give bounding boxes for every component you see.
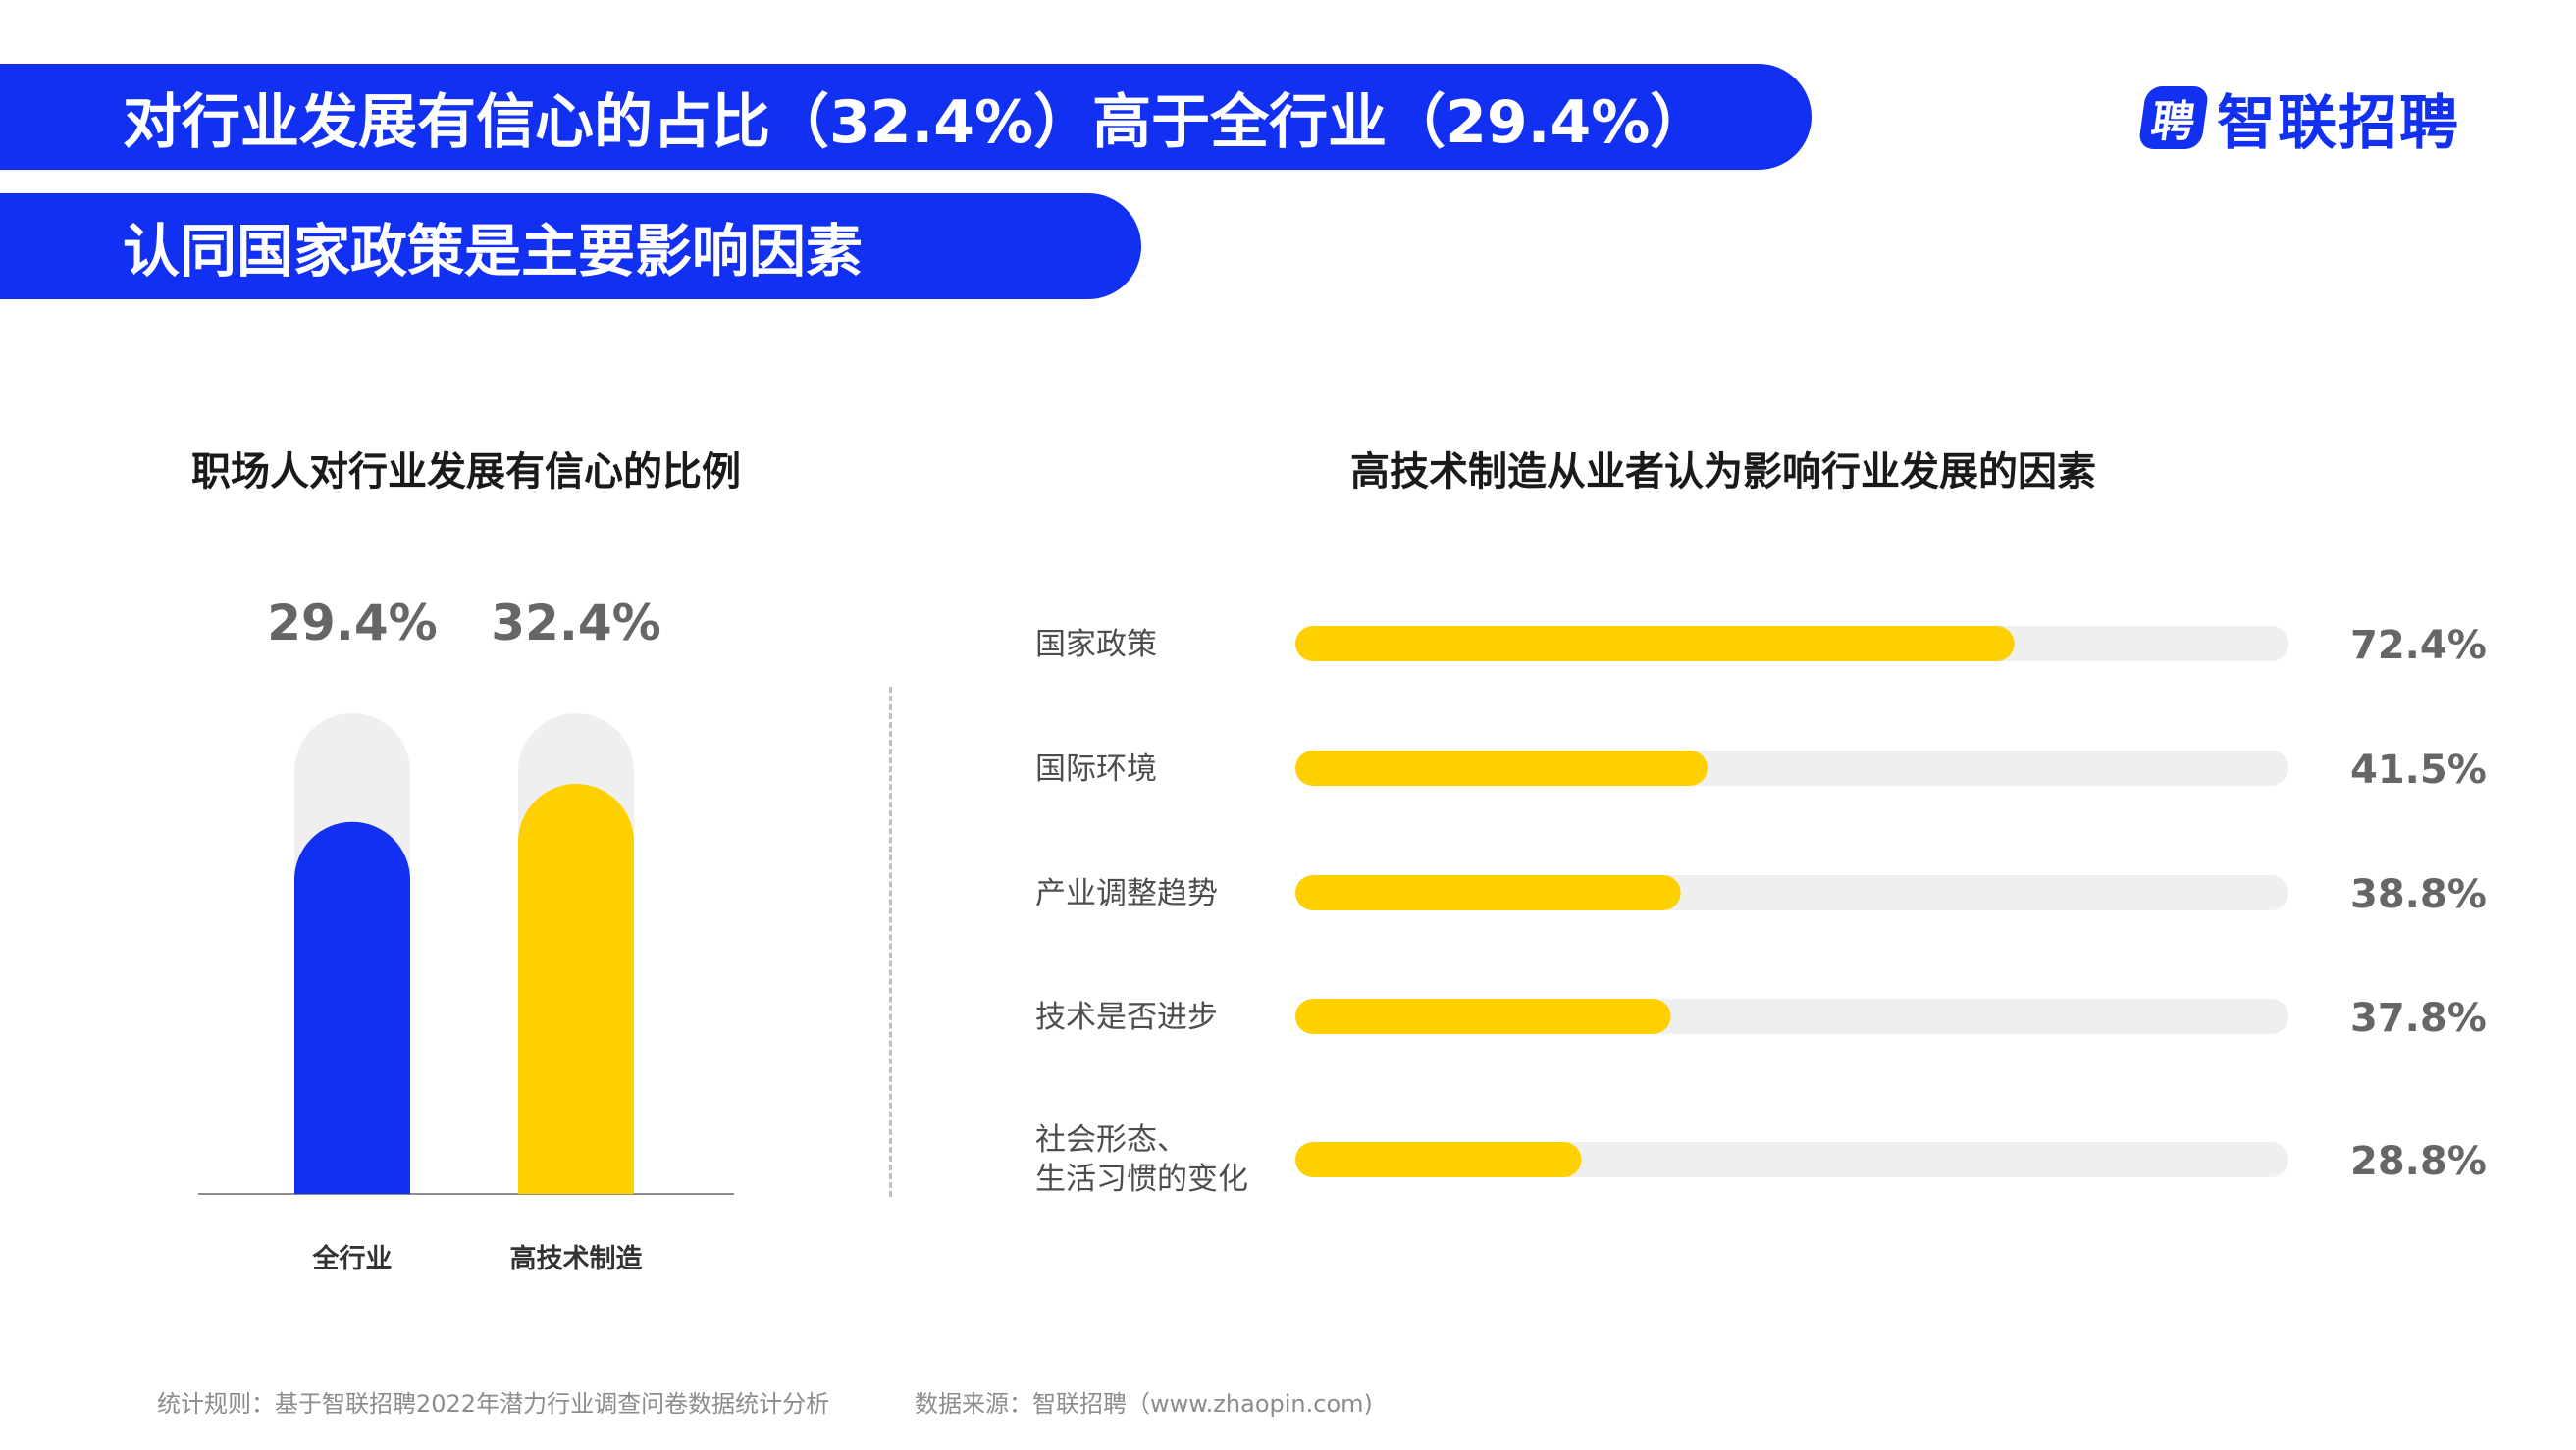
bar [518,784,634,1194]
bar-category-label: 高技术制造 [510,1243,643,1274]
bar-value-label: 32.4% [491,595,660,651]
hbar-category-label: 社会形态、 [1035,1122,1187,1158]
footer-rule: 统计规则：基于智联招聘2022年潜力行业调查问卷数据统计分析 [157,1390,830,1418]
hbar [1295,626,2015,661]
hbar-category-label: 生活习惯的变化 [1035,1162,1248,1197]
bar-category-label: 全行业 [312,1243,393,1274]
hbar [1295,999,1671,1034]
bar-value-label: 29.4% [267,595,437,651]
hbar-value-label: 37.8% [2350,996,2487,1041]
headline-text-1: 对行业发展有信心的占比（32.4%）高于全行业（29.4%） [123,87,1709,157]
brand-name: 智联招聘 [2217,88,2460,158]
right-chart-title: 高技术制造从业者认为影响行业发展的因素 [1350,449,2096,494]
hbar-value-label: 38.8% [2350,872,2487,917]
hbar [1295,1142,1582,1177]
headline-text-2: 认同国家政策是主要影响因素 [123,218,864,285]
footer-source: 数据来源：智联招聘（www.zhaopin.com) [915,1390,1373,1418]
hbar-value-label: 72.4% [2350,623,2487,668]
hbar-value-label: 41.5% [2350,748,2487,793]
hbar [1295,875,1681,910]
left-chart-title: 职场人对行业发展有信心的比例 [191,449,741,494]
hbar-category-label: 国际环境 [1035,751,1157,787]
brand-logo: 聘 智联招聘 [2137,82,2460,158]
headline-banner-1: 对行业发展有信心的占比（32.4%）高于全行业（29.4%） [0,64,1812,170]
section-divider [889,687,892,1197]
headline-banner-2: 认同国家政策是主要影响因素 [0,193,1141,299]
bar [294,821,410,1194]
hbar-category-label: 技术是否进步 [1035,1000,1218,1035]
hbar-category-label: 产业调整趋势 [1035,876,1218,911]
hbar-value-label: 28.8% [2350,1139,2487,1184]
hbar [1295,751,1708,786]
hbar-category-label: 国家政策 [1035,627,1157,662]
